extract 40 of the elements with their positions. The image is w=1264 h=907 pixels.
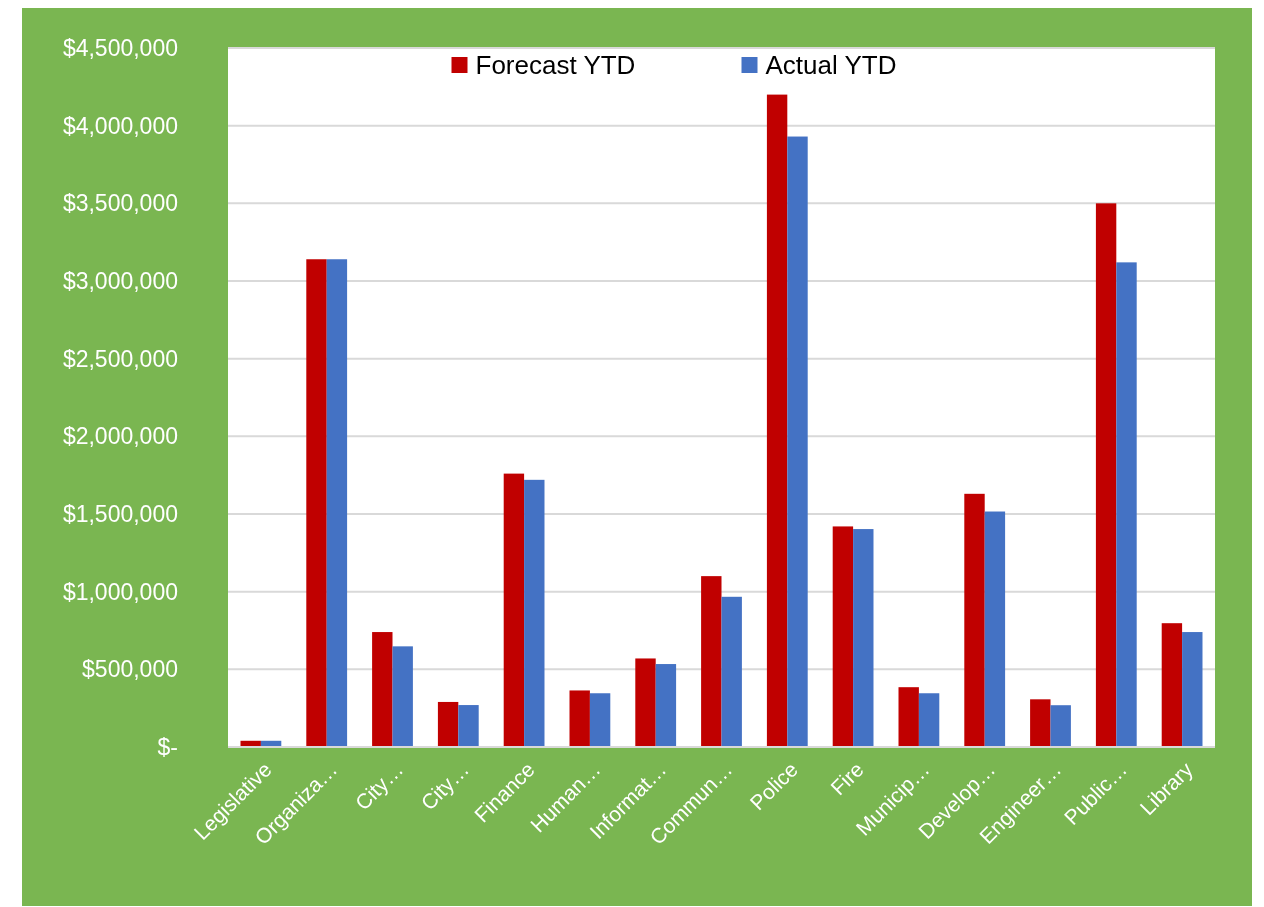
bar (326, 259, 348, 747)
bar (392, 646, 413, 747)
bar (635, 658, 656, 747)
y-tick-label: $3,500,000 (62, 190, 178, 217)
bar (437, 701, 459, 747)
bar (655, 664, 677, 747)
y-tick-label: $500,000 (82, 656, 178, 683)
bar (766, 94, 788, 747)
bar (918, 693, 940, 747)
y-tick-label: $- (157, 734, 178, 761)
bar (964, 493, 985, 747)
bar (458, 705, 479, 747)
bar (524, 479, 545, 747)
y-tick-label: $1,000,000 (62, 578, 178, 605)
bar (372, 632, 393, 747)
bar (1030, 699, 1051, 747)
bar (589, 693, 611, 747)
legend-label: Forecast YTD (475, 50, 636, 81)
bar (1161, 623, 1183, 747)
y-tick-label: $1,500,000 (62, 501, 178, 528)
bar (306, 259, 327, 747)
bar (569, 690, 590, 747)
bar (1050, 705, 1071, 747)
y-tick-label: $4,000,000 (62, 112, 178, 139)
y-tick-label: $2,500,000 (62, 345, 178, 372)
y-tick-label: $2,000,000 (62, 423, 178, 450)
y-tick-label: $4,500,000 (62, 35, 178, 62)
bar (787, 136, 808, 747)
bar (721, 596, 742, 747)
legend-label: Actual YTD (765, 50, 897, 81)
bar (898, 687, 919, 747)
bar (832, 526, 854, 747)
bar (853, 529, 874, 747)
bar (701, 576, 722, 747)
bar (1116, 262, 1137, 747)
bar (984, 511, 1006, 747)
bar (503, 473, 525, 747)
bar (1095, 203, 1117, 747)
y-tick-label: $3,000,000 (62, 268, 178, 295)
bar (1182, 632, 1203, 747)
